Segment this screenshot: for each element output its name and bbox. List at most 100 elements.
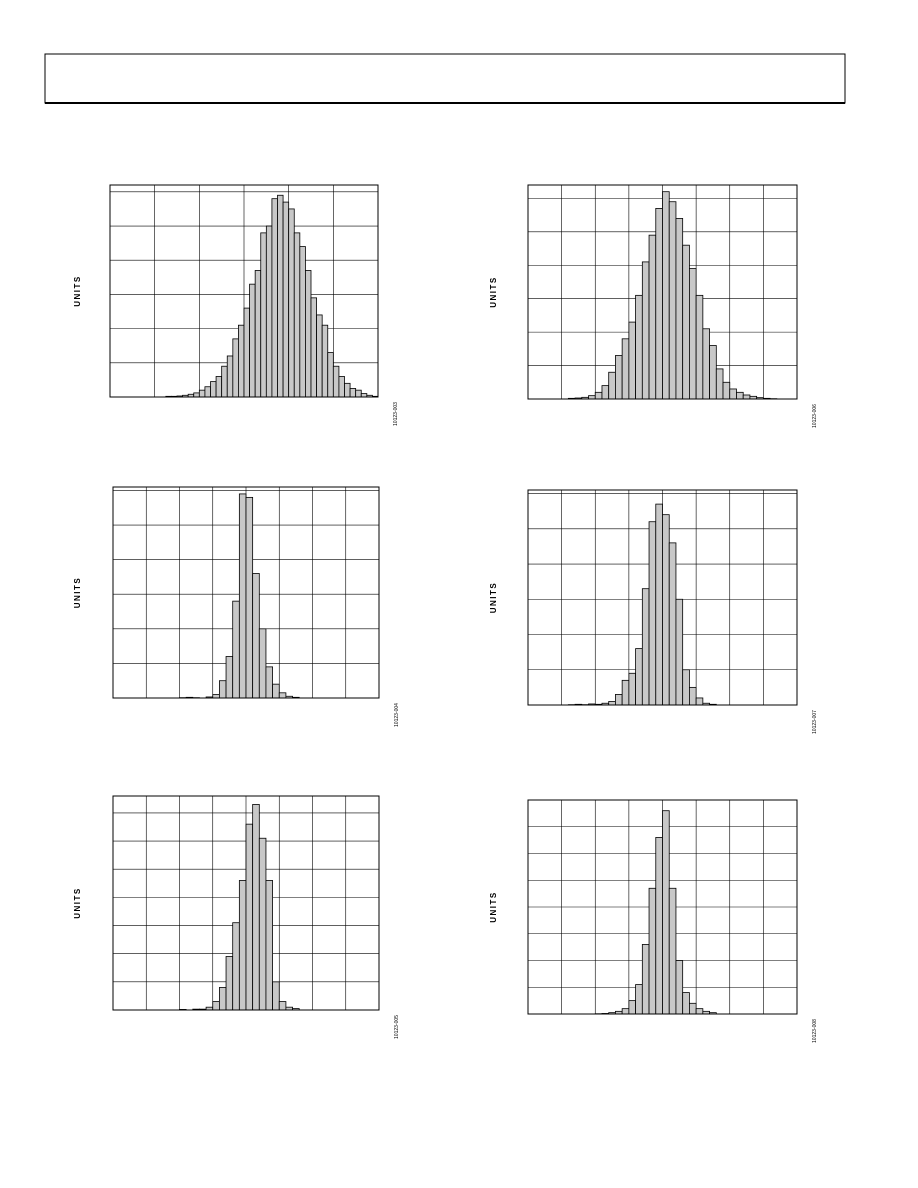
bar (344, 382, 351, 398)
bar (662, 810, 670, 1015)
bar (258, 837, 267, 1011)
plot-frame (527, 799, 798, 1015)
header-box (44, 53, 846, 104)
bar (212, 694, 220, 699)
bar (648, 521, 657, 706)
bar (278, 692, 287, 699)
bar (238, 880, 247, 1011)
bar (635, 984, 643, 1015)
y-axis-label: UNITS (489, 891, 498, 923)
bar (271, 198, 278, 398)
bar (198, 389, 206, 398)
bar (243, 307, 250, 398)
bar (689, 268, 697, 400)
bar (648, 234, 657, 400)
bar (682, 244, 690, 400)
bar (709, 345, 717, 400)
bar (621, 338, 630, 400)
bar (265, 880, 274, 1011)
bar (225, 656, 234, 699)
bar (282, 201, 290, 398)
bar (736, 391, 744, 400)
bar (238, 324, 245, 398)
bar (321, 324, 329, 398)
bar (204, 386, 211, 398)
bar (628, 1000, 636, 1015)
bar (662, 514, 670, 706)
y-axis-label: UNITS (73, 577, 82, 609)
bar (702, 328, 710, 400)
bar (648, 887, 657, 1015)
bar (628, 672, 636, 706)
bar (277, 194, 284, 398)
plot-frame (109, 184, 379, 398)
bar (621, 1008, 630, 1015)
bar (608, 371, 616, 400)
bar (662, 191, 670, 400)
bar (193, 392, 200, 398)
bar (310, 297, 317, 398)
bar (316, 314, 323, 398)
bar (252, 804, 260, 1011)
bar (675, 960, 684, 1015)
bar (221, 365, 228, 398)
y-axis-label: UNITS (73, 275, 82, 307)
bar (332, 365, 340, 398)
bar (212, 1001, 220, 1011)
bar (615, 694, 623, 706)
bar (299, 246, 306, 398)
bar (682, 992, 690, 1015)
y-axis-label: UNITS (73, 887, 82, 919)
bar (265, 666, 274, 699)
plot-frame (527, 184, 798, 400)
bar (594, 391, 603, 400)
bar (252, 573, 260, 699)
bar (615, 355, 623, 400)
bar (588, 395, 596, 400)
bar (210, 381, 217, 398)
bar (641, 944, 650, 1015)
figure-code: 10123-004 (394, 703, 400, 727)
bar (722, 381, 731, 400)
bar (288, 208, 295, 398)
bar (695, 294, 704, 400)
bar (689, 686, 697, 706)
bar (682, 669, 690, 706)
bar (668, 887, 677, 1015)
bar (265, 225, 273, 398)
bar (258, 628, 267, 699)
bar (232, 600, 240, 699)
bar (232, 922, 240, 1011)
bar (742, 394, 751, 400)
bar (655, 208, 663, 400)
bar (272, 981, 280, 1011)
figure-code: 10123-003 (393, 402, 399, 426)
bar (245, 496, 254, 699)
figure-code: 10123-005 (394, 1015, 400, 1039)
figure-code: 10123-008 (812, 1019, 818, 1043)
bar (601, 385, 610, 400)
bar (641, 261, 650, 400)
bar (218, 987, 227, 1011)
bar (655, 837, 663, 1015)
bar (249, 283, 256, 398)
bar (635, 648, 643, 706)
figure-code: 10123-007 (812, 710, 818, 734)
bar (360, 393, 368, 398)
figure-code: 10123-006 (812, 404, 818, 428)
bar (254, 270, 262, 398)
plot-frame (112, 795, 380, 1011)
bar (695, 1008, 704, 1015)
bar (668, 201, 677, 400)
bar (655, 503, 663, 706)
bar (349, 388, 357, 398)
bar (621, 679, 630, 706)
plot-frame (527, 489, 798, 706)
bar (641, 588, 650, 706)
bar (238, 493, 247, 699)
bar (245, 823, 254, 1011)
bar (232, 338, 239, 398)
bar (260, 232, 267, 398)
bar (729, 388, 737, 400)
